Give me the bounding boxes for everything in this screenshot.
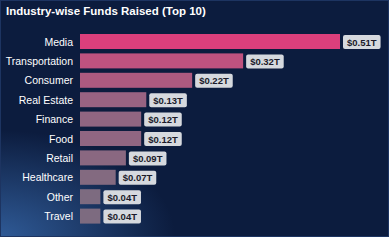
bar[interactable] xyxy=(80,112,141,127)
category-label: Food xyxy=(49,133,73,145)
title: Industry-wise Funds Raised (Top 10) xyxy=(6,5,206,17)
data-label-box xyxy=(144,113,182,127)
data-label-box xyxy=(149,93,187,107)
data-label: $0.12T xyxy=(148,114,178,125)
bar[interactable] xyxy=(80,150,126,165)
data-label-box xyxy=(103,210,141,224)
data-label-box xyxy=(129,151,167,165)
bars xyxy=(80,34,340,224)
data-label: $0.07T xyxy=(123,172,153,183)
data-label: $0.51T xyxy=(347,37,377,48)
category-label: Retail xyxy=(46,152,73,164)
category-label: Media xyxy=(44,36,73,48)
category-label: Travel xyxy=(44,210,73,222)
data-label-box xyxy=(144,132,182,146)
bar[interactable] xyxy=(80,189,100,204)
background xyxy=(0,0,389,237)
data-label: $0.32T xyxy=(250,56,280,67)
bar[interactable] xyxy=(80,53,243,68)
data-label: $0.13T xyxy=(153,95,183,106)
labels: Media $0.51T Transportation $0.32T Consumer $… xyxy=(6,35,381,224)
category-label: Transportation xyxy=(6,55,73,67)
bar[interactable] xyxy=(80,73,192,88)
category-label: Other xyxy=(47,191,74,203)
data-label: $0.04T xyxy=(107,192,137,203)
frame xyxy=(1,1,389,237)
bar[interactable] xyxy=(80,209,100,224)
bar[interactable] xyxy=(80,92,146,107)
category-label: Finance xyxy=(36,113,74,125)
data-label-box xyxy=(195,74,233,88)
data-label-box xyxy=(119,171,157,185)
data-label-box xyxy=(246,54,284,68)
category-label: Real Estate xyxy=(19,94,73,106)
data-label: $0.12T xyxy=(148,134,178,145)
category-label: Consumer xyxy=(25,74,74,86)
data-label-box xyxy=(343,35,381,49)
data-label: $0.22T xyxy=(199,75,229,86)
data-label: $0.09T xyxy=(133,153,163,164)
bar[interactable] xyxy=(80,34,340,49)
bar[interactable] xyxy=(80,131,141,146)
category-label: Healthcare xyxy=(22,171,73,183)
bar[interactable] xyxy=(80,170,116,185)
data-label: $0.04T xyxy=(107,211,137,222)
data-label-box xyxy=(103,190,141,204)
